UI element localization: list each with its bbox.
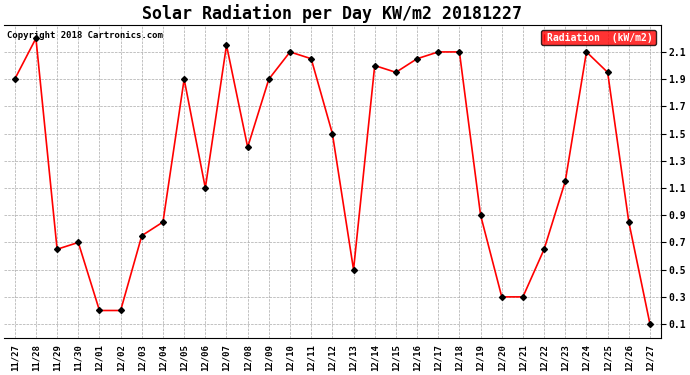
Text: Copyright 2018 Cartronics.com: Copyright 2018 Cartronics.com — [8, 31, 164, 40]
Legend: Radiation  (kW/m2): Radiation (kW/m2) — [541, 30, 656, 45]
Title: Solar Radiation per Day KW/m2 20181227: Solar Radiation per Day KW/m2 20181227 — [142, 4, 522, 23]
